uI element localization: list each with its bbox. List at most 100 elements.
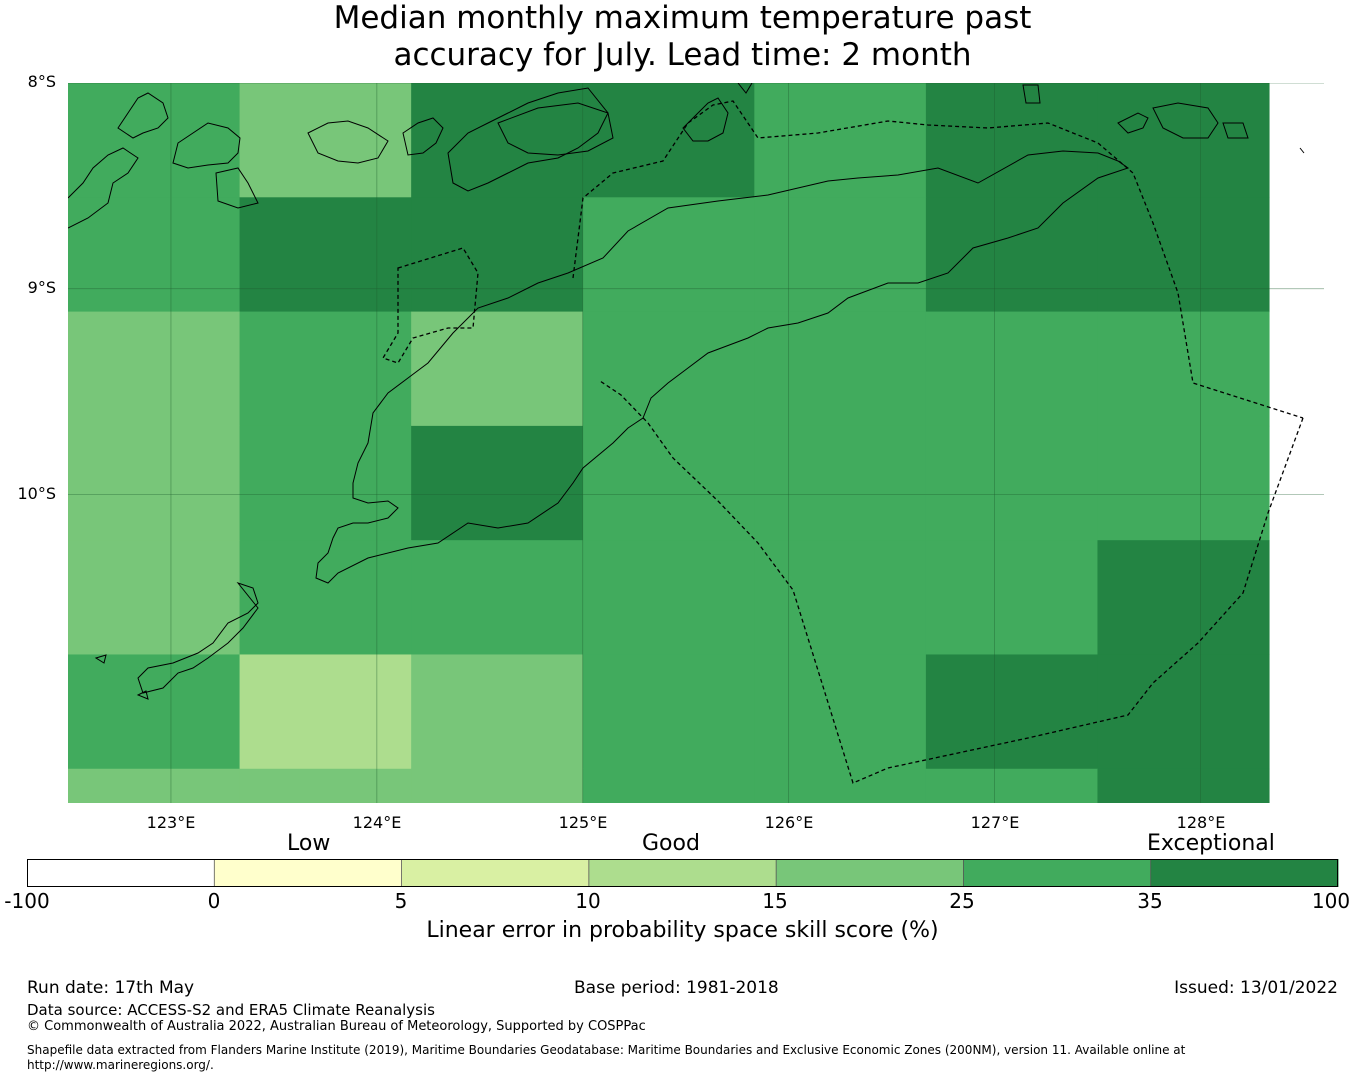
grid-cell — [754, 83, 927, 198]
tick-25: 25 — [949, 889, 975, 913]
grid-cell — [1097, 768, 1270, 803]
grid-cell — [582, 311, 755, 427]
lat-label-10s: 10°S — [17, 484, 56, 503]
shapefile-credit-line-2: http://www.marineregions.org/. — [27, 1058, 214, 1072]
grid-cell — [68, 654, 241, 770]
grid-cell — [754, 425, 927, 541]
grid-cell — [1097, 425, 1270, 541]
lon-label-125e: 125°E — [558, 813, 608, 832]
grid-cell — [925, 197, 1098, 313]
northern-island-5 — [307, 120, 389, 164]
grid-cell — [1097, 311, 1270, 427]
grid-cell — [754, 197, 927, 313]
title-line-1: Median monthly maximum temperature past — [333, 0, 1032, 36]
grid-cell — [754, 654, 927, 770]
tick-5: 5 — [394, 889, 408, 913]
northern-island-4 — [215, 167, 259, 209]
grid-cell — [1097, 540, 1270, 655]
colorbar-bin — [1150, 859, 1339, 887]
grid-cell — [239, 768, 412, 803]
grid-cell — [754, 768, 927, 803]
grid-cell — [239, 311, 412, 427]
lon-label-126e: 126°E — [764, 813, 814, 832]
small-islet-1 — [94, 654, 107, 664]
category-good: Good — [642, 831, 700, 856]
map-title: Median monthly maximum temperature past … — [0, 0, 1365, 74]
northern-island-8 — [497, 102, 614, 156]
grid-cell — [411, 197, 584, 313]
wetar-island — [682, 97, 729, 142]
eez-northern-dashed — [572, 100, 1304, 419]
grid-cell — [68, 425, 241, 541]
shapefile-credit-line-1: Shapefile data extracted from Flanders M… — [27, 1043, 1186, 1057]
colorbar-bin — [588, 859, 777, 887]
tick-35: 35 — [1137, 889, 1163, 913]
small-islet-2 — [136, 690, 149, 700]
timor-coastline — [315, 150, 1130, 584]
grid-cell — [925, 768, 1098, 803]
grid-cell — [68, 83, 241, 198]
eez-boundary — [382, 100, 1304, 784]
issued-date: Issued: 13/01/2022 — [1174, 978, 1338, 998]
grid-cell — [239, 654, 412, 770]
grid-cell — [411, 425, 584, 541]
kisar-island — [1022, 84, 1041, 104]
data-source: Data source: ACCESS-S2 and ERA5 Climate … — [27, 1001, 435, 1019]
colorbar — [27, 859, 1339, 887]
grid-cell — [1097, 654, 1270, 770]
northern-island-7 — [447, 87, 609, 192]
tick-100: 100 — [1311, 889, 1351, 913]
grid-cell — [411, 768, 584, 803]
grid-cell — [239, 425, 412, 541]
northern-island-1 — [68, 147, 139, 229]
colorbar-bin — [776, 859, 964, 887]
colorbar-label: Linear error in probability space skill … — [426, 918, 939, 943]
ndana-islet — [1299, 147, 1305, 154]
grid-cell — [754, 540, 927, 655]
tick-15: 15 — [762, 889, 788, 913]
grid-cell — [582, 425, 755, 541]
grid-cell — [582, 654, 755, 770]
oecusse-boundary — [382, 247, 479, 364]
skill-grid-cells — [68, 83, 1270, 803]
coastline — [68, 83, 1305, 700]
colorbar-bin — [401, 859, 590, 887]
colorbar-frame — [27, 859, 1338, 887]
grid-cell — [239, 83, 412, 198]
moa-island — [1152, 102, 1219, 139]
run-date: Run date: 17th May — [27, 978, 195, 998]
grid-cell — [68, 768, 241, 803]
tick-0: 0 — [207, 889, 221, 913]
grid-cell — [239, 197, 412, 313]
colorbar-bins — [27, 859, 1339, 887]
atauro-island — [737, 83, 753, 94]
lon-label-123e: 123°E — [146, 813, 196, 832]
colorbar-bin — [214, 859, 403, 887]
northern-island-3 — [172, 122, 241, 169]
category-exceptional: Exceptional — [1147, 831, 1275, 856]
grid-cell — [925, 311, 1098, 427]
grid-cell — [68, 197, 241, 313]
northern-island-2 — [117, 92, 169, 139]
grid-cell — [582, 540, 755, 655]
skill-map — [68, 83, 1324, 803]
grid-cell — [582, 197, 755, 313]
base-period: Base period: 1981-2018 — [574, 978, 779, 998]
lon-label-127e: 127°E — [970, 813, 1020, 832]
grid-cell — [754, 311, 927, 427]
tick-minus-100: -100 — [4, 889, 50, 913]
graticule — [68, 83, 1324, 803]
grid-cell — [411, 311, 584, 427]
grid-cell — [925, 540, 1098, 655]
grid-cell — [239, 540, 412, 655]
colorbar-bin — [27, 859, 215, 887]
grid-cell — [925, 83, 1098, 198]
lon-label-128e: 128°E — [1176, 813, 1226, 832]
lakor-island — [1222, 122, 1249, 139]
grid-cell — [68, 311, 241, 427]
northern-island-6 — [402, 117, 444, 156]
copyright: © Commonwealth of Australia 2022, Austra… — [27, 1019, 646, 1034]
leti-island — [1117, 112, 1149, 134]
grid-cell — [68, 540, 241, 655]
tick-10: 10 — [575, 889, 601, 913]
